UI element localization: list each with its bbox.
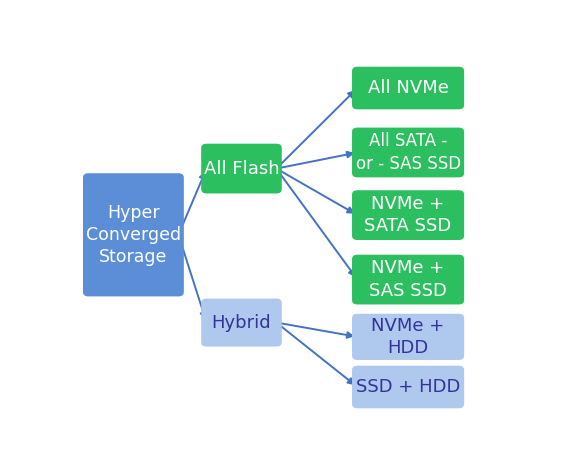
- Text: All SATA -
or - SAS SSD: All SATA - or - SAS SSD: [356, 133, 461, 173]
- Text: SSD + HDD: SSD + HDD: [356, 378, 460, 396]
- Text: NVMe +
HDD: NVMe + HDD: [371, 317, 444, 357]
- Text: NVMe +
SAS SSD: NVMe + SAS SSD: [369, 259, 447, 299]
- FancyBboxPatch shape: [352, 255, 464, 305]
- FancyBboxPatch shape: [352, 66, 464, 109]
- Text: All Flash: All Flash: [204, 159, 279, 178]
- FancyBboxPatch shape: [352, 127, 464, 177]
- Text: Hyper
Converged
Storage: Hyper Converged Storage: [86, 204, 181, 266]
- Text: NVMe +
SATA SSD: NVMe + SATA SSD: [364, 195, 451, 235]
- FancyBboxPatch shape: [201, 144, 282, 193]
- FancyBboxPatch shape: [352, 190, 464, 240]
- FancyBboxPatch shape: [83, 173, 184, 296]
- FancyBboxPatch shape: [201, 299, 282, 346]
- Text: Hybrid: Hybrid: [211, 313, 271, 332]
- FancyBboxPatch shape: [352, 365, 464, 408]
- FancyBboxPatch shape: [352, 314, 464, 360]
- Text: All NVMe: All NVMe: [368, 79, 449, 97]
